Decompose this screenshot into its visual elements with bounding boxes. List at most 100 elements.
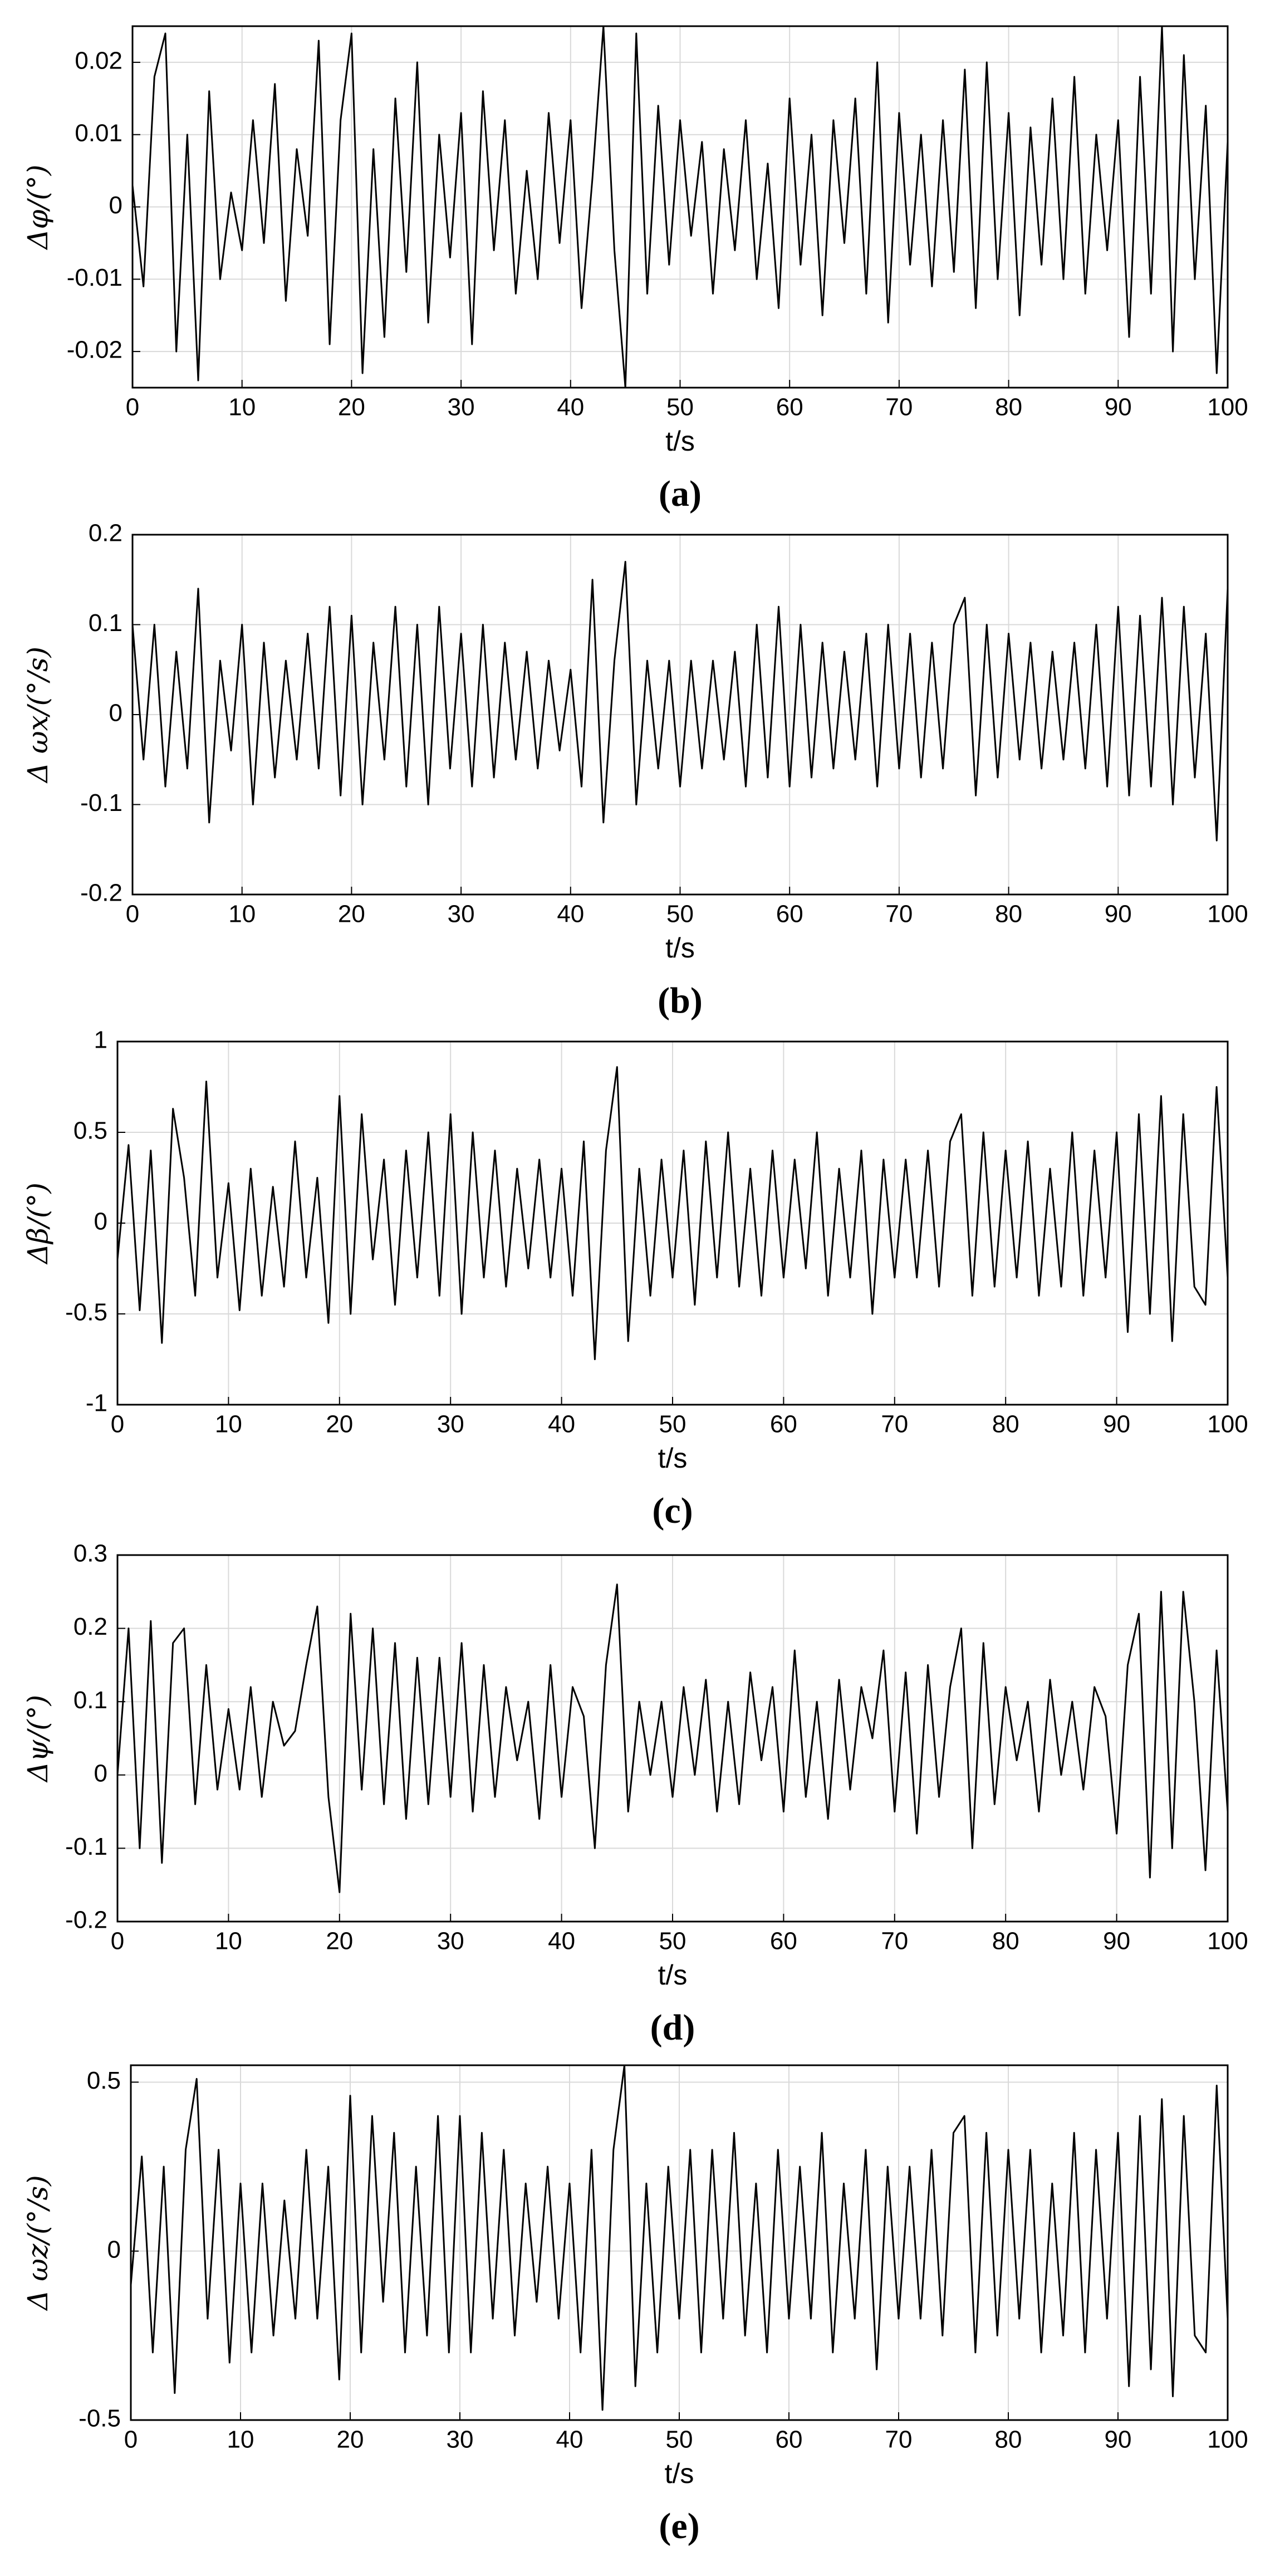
x-tick-label: 60 <box>776 2426 803 2453</box>
x-tick-label: 90 <box>1103 1411 1130 1438</box>
x-tick-label: 50 <box>666 394 694 421</box>
x-tick-label: 10 <box>228 901 256 928</box>
y-tick-label: 0.02 <box>75 47 122 75</box>
plot-frame <box>131 25 1229 389</box>
x-tick-label: 50 <box>659 1411 686 1438</box>
panel-caption: (b) <box>658 980 703 1021</box>
plot-frame <box>116 1040 1229 1406</box>
x-tick-label: 20 <box>337 2426 364 2453</box>
data-line <box>131 25 1229 389</box>
x-tick-label: 40 <box>557 394 584 421</box>
x-tick-label: 80 <box>995 2426 1022 2453</box>
x-tick-label: 30 <box>448 394 475 421</box>
x-tick-label: 80 <box>995 394 1022 421</box>
x-tick-label: 30 <box>448 901 475 928</box>
x-tick-label: 90 <box>1105 2426 1132 2453</box>
x-tick-label: 10 <box>227 2426 254 2453</box>
y-tick-label: -0.1 <box>65 1833 107 1860</box>
data-line <box>130 2064 1229 2411</box>
x-tick-label: 0 <box>111 1928 124 1955</box>
x-axis-label: t/s <box>665 426 695 457</box>
y-tick-label: -0.1 <box>80 789 122 817</box>
y-axis-label: Δ ωz/(°/s) <box>22 2175 54 2311</box>
x-tick-label: 40 <box>548 1928 575 1955</box>
y-tick-label: 0.1 <box>89 609 122 637</box>
y-tick-label: 0.2 <box>73 1613 107 1640</box>
y-tick-label: 0 <box>109 192 122 219</box>
x-tick-label: 100 <box>1207 2426 1248 2453</box>
y-tick-label: 0 <box>94 1208 107 1235</box>
x-tick-label: 50 <box>666 2426 693 2453</box>
panel-caption: (a) <box>659 473 702 514</box>
y-tick-label: 0.5 <box>73 1117 107 1145</box>
x-tick-label: 70 <box>885 2426 913 2453</box>
y-tick-label: -0.01 <box>67 264 122 291</box>
x-tick-label: 70 <box>885 901 913 928</box>
y-axis-label: Δ ωx/(°/s) <box>22 647 54 784</box>
x-tick-label: 90 <box>1105 394 1132 421</box>
x-tick-label: 0 <box>126 901 139 928</box>
x-tick-label: 70 <box>881 1928 908 1955</box>
x-tick-label: 100 <box>1207 394 1248 421</box>
x-tick-label: 80 <box>992 1928 1019 1955</box>
x-tick-label: 30 <box>447 2426 474 2453</box>
x-tick-label: 0 <box>124 2426 138 2453</box>
x-axis-label: t/s <box>665 932 695 964</box>
x-tick-label: 100 <box>1207 1411 1248 1438</box>
x-tick-label: 40 <box>548 1411 575 1438</box>
y-tick-label: -0.5 <box>79 2405 121 2432</box>
y-tick-label: 0.1 <box>73 1687 107 1714</box>
panel-caption: (c) <box>652 1490 693 1531</box>
data-line <box>116 1066 1229 1360</box>
data-line <box>131 561 1229 842</box>
panel-caption: (d) <box>650 2007 695 2048</box>
y-tick-label: 0.2 <box>89 520 122 547</box>
x-tick-label: 30 <box>437 1928 464 1955</box>
y-tick-label: -0.2 <box>65 1907 107 1934</box>
y-tick-label: 0.3 <box>73 1540 107 1567</box>
x-axis-label: t/s <box>665 2458 694 2489</box>
x-tick-label: 60 <box>776 394 803 421</box>
plot-frame <box>131 534 1229 896</box>
x-tick-label: 40 <box>556 2426 583 2453</box>
x-tick-label: 40 <box>557 901 584 928</box>
x-tick-label: 60 <box>776 901 803 928</box>
x-tick-label: 100 <box>1207 1928 1248 1955</box>
y-tick-label: -0.2 <box>80 879 122 907</box>
x-axis-label: t/s <box>658 1959 688 1991</box>
x-tick-label: 10 <box>215 1411 242 1438</box>
data-line <box>116 1583 1229 1893</box>
x-tick-label: 100 <box>1207 901 1248 928</box>
panel-caption: (e) <box>659 2506 699 2546</box>
y-axis-label: Δψ/(°) <box>22 1695 54 1783</box>
x-tick-label: 50 <box>666 901 694 928</box>
x-tick-label: 50 <box>659 1928 686 1955</box>
x-tick-label: 70 <box>885 394 913 421</box>
y-tick-label: 0.5 <box>87 2067 121 2094</box>
y-tick-label: -1 <box>86 1390 107 1417</box>
x-tick-label: 0 <box>111 1411 124 1438</box>
x-tick-label: 70 <box>881 1411 908 1438</box>
y-tick-label: 0 <box>109 700 122 727</box>
x-tick-label: 80 <box>992 1411 1019 1438</box>
y-tick-label: -0.5 <box>65 1299 107 1326</box>
x-tick-label: 80 <box>995 901 1022 928</box>
x-tick-label: 20 <box>326 1928 353 1955</box>
x-tick-label: 60 <box>770 1928 797 1955</box>
x-tick-label: 90 <box>1103 1928 1130 1955</box>
y-axis-label: Δφ/(°) <box>22 165 54 251</box>
x-tick-label: 10 <box>228 394 256 421</box>
y-tick-label: -0.02 <box>67 336 122 364</box>
x-axis-label: t/s <box>658 1443 688 1474</box>
x-tick-label: 20 <box>338 901 365 928</box>
x-tick-label: 20 <box>326 1411 353 1438</box>
x-tick-label: 20 <box>338 394 365 421</box>
plot-frame <box>116 1554 1229 1923</box>
y-tick-label: 1 <box>94 1027 107 1054</box>
x-tick-label: 60 <box>770 1411 797 1438</box>
x-tick-label: 0 <box>126 394 139 421</box>
x-tick-label: 30 <box>437 1411 464 1438</box>
y-tick-label: 0.01 <box>75 119 122 146</box>
